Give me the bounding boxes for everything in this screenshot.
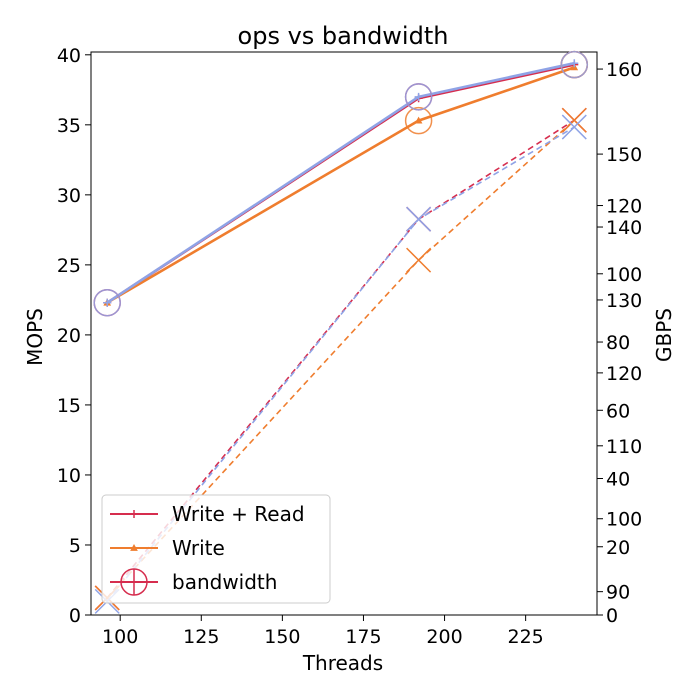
legend-label: Write + Read xyxy=(172,502,305,526)
axes-frame xyxy=(90,51,598,616)
y-tick-label-right-b: 90 xyxy=(606,582,630,604)
data-point-x xyxy=(561,107,587,133)
x-tick-label: 150 xyxy=(264,626,300,648)
x-tick-label: 125 xyxy=(183,626,219,648)
circle-marker xyxy=(404,83,433,111)
y-tick-label-right-a: 0 xyxy=(606,605,618,627)
y-tick-label-left: 0 xyxy=(69,605,81,627)
legend-marker xyxy=(130,543,138,551)
y-tick-label-left: 40 xyxy=(57,45,81,67)
y-tick-label-left: 25 xyxy=(57,255,81,277)
data-point-x xyxy=(406,206,432,232)
y-tick-label-right-a: 120 xyxy=(606,196,642,218)
x-tick-label: 200 xyxy=(426,626,462,648)
legend-box xyxy=(101,494,331,604)
legend: Write + Read Write bandwidth xyxy=(101,494,331,604)
y-tick-label-left: 15 xyxy=(57,395,81,417)
y-tick-label-right-b: 120 xyxy=(606,363,642,385)
y-tick-label-right-a: 100 xyxy=(606,264,642,286)
y-tick-label-right-a: 20 xyxy=(606,537,630,559)
plot-area: 100 125 150 175 200 225 0 5 10 15 20 25 30 35 40 0 20 40 6… xyxy=(57,45,642,648)
y-tick-label-right-a: 160 xyxy=(606,59,642,81)
circle-marker xyxy=(404,106,433,135)
y-tick-label-right-a: 40 xyxy=(606,469,630,491)
x-axis-title: Threads xyxy=(302,651,383,675)
y-tick-label-right-b: 150 xyxy=(606,144,642,166)
circle-marker xyxy=(560,50,589,79)
data-point-plus xyxy=(570,59,579,68)
y-tick-label-right-a: 80 xyxy=(606,332,630,354)
y-tick-label-right-b: 130 xyxy=(606,290,642,312)
chart-title: ops vs bandwidth xyxy=(238,22,449,50)
y-tick-label-left: 35 xyxy=(57,115,81,137)
y-tick-label-left: 30 xyxy=(57,185,81,207)
y-tick-label-left: 5 xyxy=(69,535,81,557)
legend-marker xyxy=(130,510,138,518)
circle-marker xyxy=(93,288,121,317)
y-tick-label-right-b: 140 xyxy=(606,217,642,239)
y-tick-label-left: 20 xyxy=(57,325,81,347)
data-point-plus xyxy=(414,92,423,101)
y-axis-title-right: GBPS xyxy=(652,308,676,362)
y-tick-label-right-a: 60 xyxy=(606,400,630,422)
y-axis-title-left: MOPS xyxy=(23,308,47,366)
x-tick-label: 225 xyxy=(508,626,544,648)
y-tick-label-right-b: 100 xyxy=(606,509,642,531)
legend-label: bandwidth xyxy=(172,570,277,594)
x-tick-label: 175 xyxy=(345,626,381,648)
legend-marker-cross xyxy=(121,569,147,595)
data-point-plus xyxy=(103,298,112,307)
legend-label: Write xyxy=(172,536,225,560)
y-tick-label-right-b: 110 xyxy=(606,436,642,458)
data-point-triangle xyxy=(414,116,423,124)
data-point-x xyxy=(561,114,587,140)
x-tick-label: 100 xyxy=(102,626,138,648)
data-point-x xyxy=(406,247,432,273)
y-tick-label-left: 10 xyxy=(57,465,81,487)
series-line xyxy=(106,119,575,599)
